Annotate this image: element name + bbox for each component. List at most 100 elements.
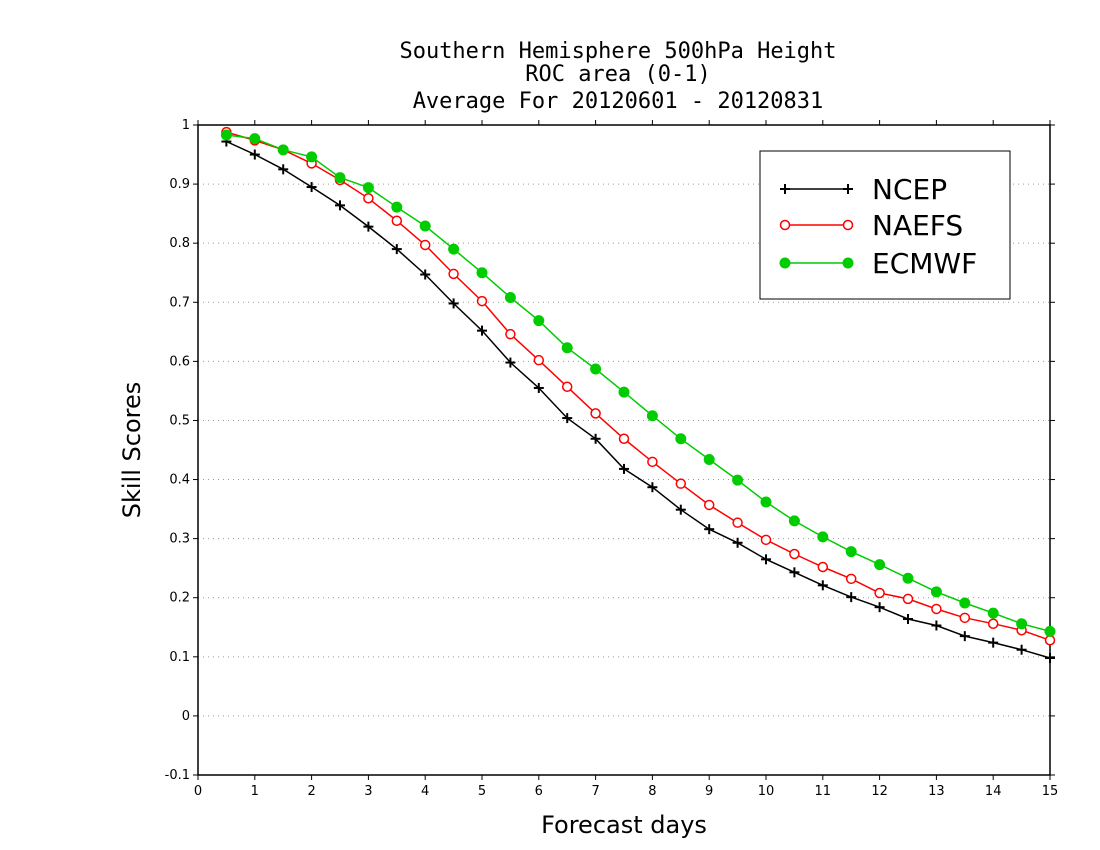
data-point-naefs — [874, 587, 885, 599]
data-point-naefs — [391, 215, 403, 226]
x-tick-label: 4 — [421, 784, 429, 799]
data-point-ecmwf — [760, 496, 772, 508]
x-tick-label: 3 — [364, 784, 372, 799]
data-point-naefs — [618, 433, 630, 445]
data-point-ncep — [817, 580, 828, 591]
data-point-ecmwf — [1016, 618, 1028, 630]
data-point-ecmwf — [788, 515, 800, 527]
y-tick-label: 0.1 — [169, 650, 190, 665]
y-tick-label: 0.9 — [169, 177, 190, 192]
data-point-ncep — [335, 200, 345, 211]
x-axis-title: Forecast days — [541, 811, 707, 839]
data-point-ecmwf — [817, 531, 829, 543]
x-tick-label: 10 — [758, 784, 775, 799]
x-tick-label: 7 — [591, 784, 599, 799]
data-point-naefs — [1044, 635, 1056, 646]
data-point-ecmwf — [902, 572, 914, 584]
data-point-ncep — [363, 221, 374, 232]
series-line-ncep — [226, 140, 1051, 659]
data-point-naefs — [931, 603, 942, 615]
data-point-naefs — [987, 618, 999, 629]
data-point-ecmwf — [277, 144, 289, 156]
legend-label-naefs: NAEFS — [872, 209, 963, 242]
data-point-ecmwf — [334, 172, 346, 184]
data-point-ecmwf — [732, 474, 744, 486]
legend-marker-start-ecmwf — [779, 257, 791, 269]
x-tick-label: 0 — [194, 784, 202, 799]
data-point-ncep — [420, 269, 431, 280]
data-point-naefs — [959, 612, 971, 624]
data-point-naefs — [505, 328, 516, 340]
data-point-naefs — [647, 456, 658, 468]
data-point-ncep — [1016, 644, 1027, 655]
data-point-ecmwf — [590, 363, 602, 375]
data-point-ncep — [249, 149, 260, 160]
data-point-ecmwf — [504, 292, 516, 304]
x-tick-label: 5 — [478, 784, 486, 799]
data-point-naefs — [789, 548, 800, 560]
data-point-naefs — [476, 295, 488, 307]
data-point-ecmwf — [703, 453, 715, 465]
data-point-ncep — [959, 631, 970, 642]
data-point-naefs — [760, 534, 772, 546]
x-tick-label: 11 — [815, 784, 832, 799]
legend-marker-end-naefs — [842, 219, 854, 231]
legend-item-ncep: NCEP — [780, 173, 947, 206]
data-point-ncep — [647, 482, 658, 493]
y-tick-label: 0.2 — [169, 591, 190, 606]
data-point-naefs — [363, 193, 374, 204]
data-point-ecmwf — [249, 133, 261, 145]
data-point-naefs — [817, 561, 829, 573]
legend-item-naefs: NAEFS — [779, 209, 963, 242]
data-point-ecmwf — [306, 151, 318, 163]
data-point-ncep — [306, 182, 317, 193]
legend-marker-end-ncep — [843, 184, 853, 194]
data-point-ncep — [931, 620, 942, 631]
data-point-ncep — [988, 637, 999, 648]
data-point-naefs — [732, 517, 743, 528]
legend-marker-end-ecmwf — [842, 257, 854, 269]
data-point-ncep — [874, 602, 885, 613]
series-ecmwf — [220, 129, 1056, 637]
y-tick-label: 0.3 — [169, 532, 190, 547]
data-point-naefs — [902, 593, 914, 605]
data-point-ecmwf — [675, 433, 687, 445]
y-tick-label: 1 — [182, 118, 190, 133]
data-point-naefs — [703, 499, 715, 511]
data-point-ncep — [619, 463, 629, 474]
x-tick-label: 12 — [871, 784, 888, 799]
x-tick-label: 15 — [1042, 784, 1059, 799]
chart-title-line-2: ROC area (0-1) — [525, 62, 710, 87]
data-point-ncep — [732, 537, 743, 548]
data-point-ncep — [391, 244, 402, 255]
data-point-naefs — [590, 408, 601, 419]
data-point-ecmwf — [874, 559, 886, 571]
chart-title-line-1: Southern Hemisphere 500hPa Height — [399, 39, 836, 64]
y-tick-label: -0.1 — [165, 768, 190, 783]
legend-label-ncep: NCEP — [872, 173, 947, 206]
data-point-naefs — [675, 478, 687, 489]
data-point-ecmwf — [646, 410, 658, 422]
data-point-naefs — [419, 239, 431, 251]
chart-title: Southern Hemisphere 500hPa Height ROC ar… — [399, 39, 836, 114]
x-tick-label: 2 — [307, 784, 315, 799]
data-point-naefs — [561, 381, 573, 393]
data-point-ecmwf — [987, 607, 999, 619]
data-point-ncep — [903, 614, 913, 624]
y-tick-label: 0.8 — [169, 236, 190, 251]
data-point-ncep — [846, 592, 857, 603]
x-tick-label: 1 — [251, 784, 259, 799]
data-point-ncep — [704, 524, 715, 535]
gridlines — [198, 183, 1050, 717]
data-point-naefs — [533, 354, 545, 366]
plot-frame — [197, 124, 1051, 776]
data-point-ncep — [278, 164, 289, 175]
x-tick-label: 6 — [535, 784, 543, 799]
data-point-ncep — [562, 413, 573, 424]
legend-marker-start-naefs — [779, 219, 791, 231]
y-tick-label: 0.6 — [169, 354, 190, 369]
data-point-ncep — [789, 567, 800, 578]
data-point-ncep — [533, 382, 544, 393]
chart-title-line-3: Average For 20120601 - 20120831 — [413, 89, 824, 114]
